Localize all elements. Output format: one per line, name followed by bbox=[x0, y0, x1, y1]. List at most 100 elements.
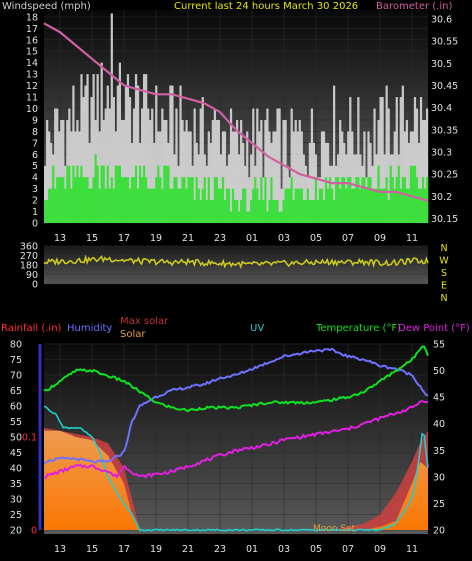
average-bar bbox=[288, 188, 291, 223]
gust-bar bbox=[72, 85, 75, 223]
average-bar bbox=[272, 200, 275, 223]
dewpoint-series bbox=[43, 400, 429, 480]
baro-tick-label: 30.6 bbox=[431, 14, 452, 25]
wind-tick-label: 10 bbox=[26, 104, 38, 115]
average-bar bbox=[229, 211, 233, 223]
average-bar bbox=[183, 177, 186, 223]
humidity-tick-label: 35 bbox=[10, 479, 22, 490]
average-bar bbox=[363, 177, 366, 223]
gust-bar bbox=[272, 131, 275, 223]
barometer-series bbox=[43, 22, 429, 202]
direction-tick-label: 90 bbox=[26, 270, 38, 281]
average-bar bbox=[116, 165, 119, 223]
average-bar bbox=[357, 177, 360, 223]
windspeed-x-axis: 13 15 17 19 21 23 01 03 05 07 09 11 bbox=[54, 233, 418, 244]
hour-tick-label: 01 bbox=[246, 544, 258, 555]
compass-letter: W bbox=[439, 256, 449, 267]
average-bar bbox=[104, 188, 107, 223]
wind-tick-label: 7 bbox=[32, 138, 38, 149]
average-bar bbox=[298, 188, 301, 223]
gust-bar bbox=[280, 188, 283, 223]
average-bar bbox=[417, 188, 421, 223]
temperature-label: Temperature (°F) bbox=[315, 323, 401, 334]
average-bar bbox=[199, 200, 202, 223]
average-bar bbox=[391, 177, 394, 223]
average-bar bbox=[213, 177, 216, 223]
wind-tick-label: 2 bbox=[32, 196, 38, 207]
average-bar bbox=[254, 177, 257, 223]
wind-tick-label: 14 bbox=[26, 58, 38, 69]
solar-label: Solar bbox=[120, 329, 146, 340]
average-bar bbox=[328, 177, 332, 223]
average-bar bbox=[306, 188, 309, 223]
average-bar bbox=[219, 188, 223, 223]
average-bar bbox=[276, 200, 279, 223]
gust-bar bbox=[258, 131, 261, 223]
gust-bar bbox=[104, 108, 107, 223]
gust-bar bbox=[274, 131, 277, 223]
average-bar bbox=[345, 188, 348, 223]
average-bar bbox=[341, 177, 344, 223]
gust-bar bbox=[98, 131, 101, 223]
average-bar bbox=[264, 177, 267, 223]
average-bar bbox=[310, 200, 313, 223]
gust-bar bbox=[260, 119, 263, 223]
average-bar bbox=[330, 188, 334, 223]
gust-bar bbox=[149, 119, 152, 223]
average-bar bbox=[151, 188, 154, 223]
gust-bar bbox=[381, 97, 384, 223]
direction-tick-label: 0 bbox=[32, 280, 38, 291]
average-bar bbox=[292, 200, 295, 223]
gust-bar bbox=[134, 74, 138, 224]
solar-series bbox=[44, 430, 428, 530]
average-bar bbox=[393, 188, 396, 223]
average-bar bbox=[134, 165, 138, 223]
gust-bar bbox=[308, 142, 311, 223]
average-bar bbox=[286, 188, 289, 223]
average-bar bbox=[80, 165, 83, 223]
average-bar bbox=[274, 200, 277, 223]
average-bar bbox=[161, 188, 164, 223]
gust-bar bbox=[266, 108, 269, 223]
uv-label: UV bbox=[250, 323, 264, 334]
gust-bar bbox=[242, 142, 245, 223]
max-solar-label: Max solar bbox=[120, 316, 169, 327]
gust-bar bbox=[276, 108, 279, 223]
gust-bar bbox=[310, 108, 313, 223]
gust-bar bbox=[141, 108, 144, 223]
wind-tick-label: 8 bbox=[32, 127, 38, 138]
barometer-y-axis: 30.15 30.2 30.25 30.3 30.35 30.4 30.45 30.5 30.5… bbox=[431, 14, 458, 225]
average-bar bbox=[189, 177, 192, 223]
baro-tick-label: 30.25 bbox=[431, 170, 458, 181]
humidity-tick-label: 25 bbox=[10, 510, 22, 521]
average-bar bbox=[381, 188, 384, 223]
average-bar bbox=[88, 188, 91, 223]
average-bar bbox=[373, 188, 376, 223]
hour-tick-label: 15 bbox=[86, 544, 98, 555]
average-bar bbox=[193, 200, 196, 223]
humidity-tick-label: 70 bbox=[10, 371, 22, 382]
average-bar bbox=[268, 200, 271, 223]
gust-bar bbox=[300, 131, 303, 223]
gust-bar bbox=[290, 108, 293, 223]
average-bar bbox=[72, 165, 75, 223]
average-bar bbox=[203, 177, 206, 223]
gust-bar bbox=[169, 85, 172, 223]
average-bar bbox=[181, 177, 184, 223]
average-bar bbox=[399, 188, 402, 223]
gust-bar bbox=[179, 85, 182, 223]
gust-bar bbox=[56, 108, 59, 223]
average-bar bbox=[187, 177, 190, 223]
wind-tick-label: 13 bbox=[26, 70, 38, 81]
average-bar bbox=[58, 177, 61, 223]
gust-bar bbox=[112, 97, 115, 223]
average-bar bbox=[86, 177, 89, 223]
hour-tick-label: 09 bbox=[374, 544, 386, 555]
gust-bar bbox=[379, 97, 382, 223]
humidity-tick-label: 45 bbox=[10, 448, 22, 459]
average-bar bbox=[377, 165, 380, 223]
average-bar bbox=[266, 211, 269, 223]
average-bar bbox=[132, 177, 136, 223]
rainfall-label: Rainfall (.in) bbox=[1, 323, 62, 334]
